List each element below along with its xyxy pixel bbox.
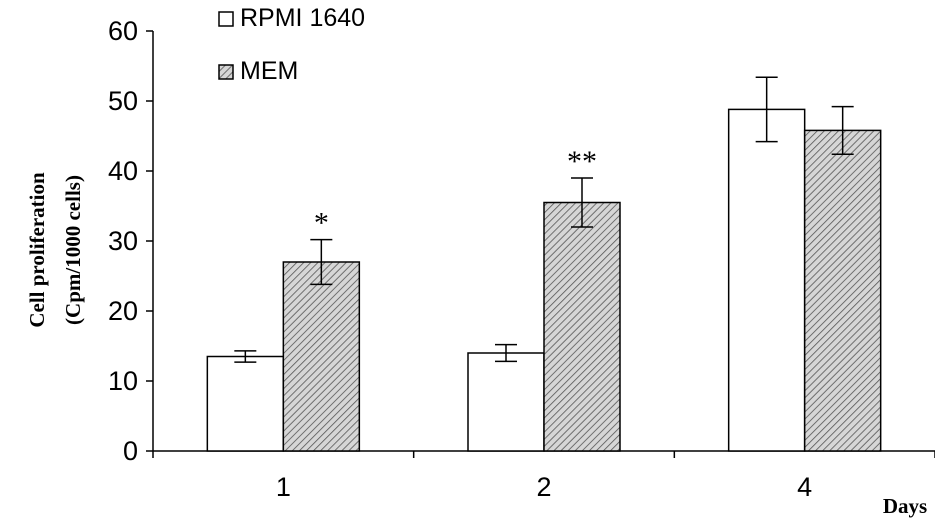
y-tick-label: 40 (108, 156, 138, 186)
error-bars (234, 76, 854, 363)
x-tick-label: 2 (536, 472, 551, 502)
bar-rpmi-1640-day-4 (727, 108, 806, 452)
legend: RPMI 1640 MEM (218, 4, 365, 85)
bars (206, 108, 882, 452)
y-axis-title-line-1: Cell proliferation (25, 172, 49, 328)
y-tick-label: 0 (123, 436, 138, 466)
significance-annotations: *** (314, 145, 597, 240)
bar-mem-day-4 (803, 129, 882, 452)
y-tick-label: 30 (108, 226, 138, 256)
legend-swatch-rpmi-1640 (218, 11, 234, 27)
x-tick-label: 4 (797, 472, 812, 502)
y-tick-label: 60 (108, 16, 138, 46)
legend-label-rpmi-1640: RPMI 1640 (240, 4, 365, 32)
x-axis-title: Days (883, 494, 927, 518)
significance-mark: ** (567, 145, 597, 178)
significance-mark: * (314, 207, 329, 240)
legend-swatch-mem (218, 64, 234, 80)
x-tick-label: 1 (276, 472, 291, 502)
y-axis-title-line-2: (Cpm/1000 cells) (61, 175, 85, 325)
bar-mem-day-2 (543, 201, 621, 452)
bar-rpmi-1640-day-1 (206, 355, 285, 452)
y-tick-label: 50 (108, 86, 138, 116)
y-tick-label: 20 (108, 296, 138, 326)
legend-label-mem: MEM (240, 57, 298, 85)
y-tick-label: 10 (108, 366, 138, 396)
y-axis-title: Cell proliferation (Cpm/1000 cells) (25, 172, 85, 328)
bar-mem-day-1 (282, 261, 361, 452)
bar-rpmi-1640-day-2 (467, 352, 545, 452)
